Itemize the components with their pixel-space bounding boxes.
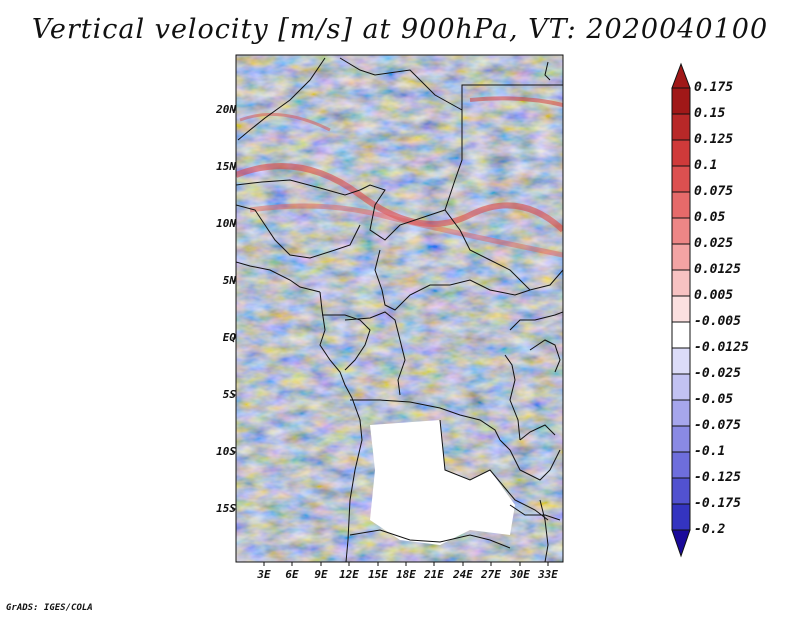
lat-label-5n: 5N	[222, 274, 236, 287]
colorbar-swatch	[671, 269, 691, 297]
lat-label-15n: 15N	[216, 160, 236, 173]
colorbar-swatch	[671, 217, 691, 245]
map-title: Vertical velocity [m/s] at 900hPa, VT: 2…	[31, 14, 769, 45]
colorbar-label: 0.1	[694, 158, 718, 173]
lon-label-30e: 30E	[510, 568, 530, 581]
colorbar-label: 0.0125	[694, 262, 741, 277]
colorbar-label: 0.125	[694, 132, 734, 147]
colorbar-label: -0.075	[694, 418, 741, 433]
lat-label-10s: 10S	[216, 445, 236, 458]
lon-label-9e: 9E	[314, 568, 328, 581]
lon-label-21e: 21E	[424, 568, 444, 581]
colorbar-label: 0.005	[694, 288, 734, 303]
colorbar-label: 0.15	[694, 106, 726, 121]
lon-label-12e: 12E	[339, 568, 359, 581]
lon-label-33e: 33E	[538, 568, 558, 581]
colorbar-swatch	[671, 191, 691, 219]
lat-label-10n: 10N	[216, 217, 236, 230]
lon-label-15e: 15E	[368, 568, 388, 581]
colorbar-swatch	[671, 477, 691, 505]
colorbar-swatch	[671, 165, 691, 193]
lon-label-24e: 24E	[453, 568, 473, 581]
lon-label-6e: 6E	[285, 568, 299, 581]
colorbar-swatch	[671, 373, 691, 401]
colorbar-label: -0.005	[694, 314, 741, 329]
lon-label-27e: 27E	[481, 568, 501, 581]
colorbar	[671, 62, 691, 558]
colorbar-swatch	[671, 295, 691, 323]
colorbar-bottom-arrow	[671, 529, 691, 558]
velocity-field	[236, 55, 563, 562]
colorbar-label: 0.05	[694, 210, 726, 225]
lat-label-5s: 5S	[222, 388, 236, 401]
lon-label-3e: 3E	[257, 568, 271, 581]
country-borders	[236, 57, 563, 562]
colorbar-label: -0.025	[694, 366, 741, 381]
lat-ticks	[232, 109, 236, 510]
colorbar-label: -0.125	[694, 470, 741, 485]
colorbar-swatch	[671, 243, 691, 271]
lat-label-eq: EQ	[222, 331, 236, 344]
colorbar-swatch	[671, 347, 691, 375]
lon-label-18e: 18E	[396, 568, 416, 581]
colorbar-label: -0.175	[694, 496, 741, 511]
colorbar-label: 0.025	[694, 236, 734, 251]
colorbar-label: -0.1	[694, 444, 726, 459]
credit-text: GrADS: IGES/COLA	[6, 603, 93, 613]
lat-label-20n: 20N	[216, 103, 236, 116]
colorbar-top-arrow	[671, 62, 691, 89]
colorbar-swatch	[671, 399, 691, 427]
colorbar-swatch	[671, 87, 691, 115]
colorbar-label: 0.175	[694, 80, 734, 95]
map-frame	[235, 54, 564, 563]
colorbar-label: 0.075	[694, 184, 734, 199]
lon-ticks	[263, 562, 549, 566]
colorbar-label: -0.2	[694, 522, 726, 537]
colorbar-swatch	[671, 425, 691, 453]
colorbar-swatch	[671, 139, 691, 167]
colorbar-label: -0.0125	[694, 340, 749, 355]
colorbar-swatch	[671, 451, 691, 479]
colorbar-swatch	[671, 321, 691, 349]
lat-label-15s: 15S	[216, 502, 236, 515]
colorbar-swatch	[671, 503, 691, 531]
colorbar-swatch	[671, 113, 691, 141]
colorbar-label: -0.05	[694, 392, 734, 407]
